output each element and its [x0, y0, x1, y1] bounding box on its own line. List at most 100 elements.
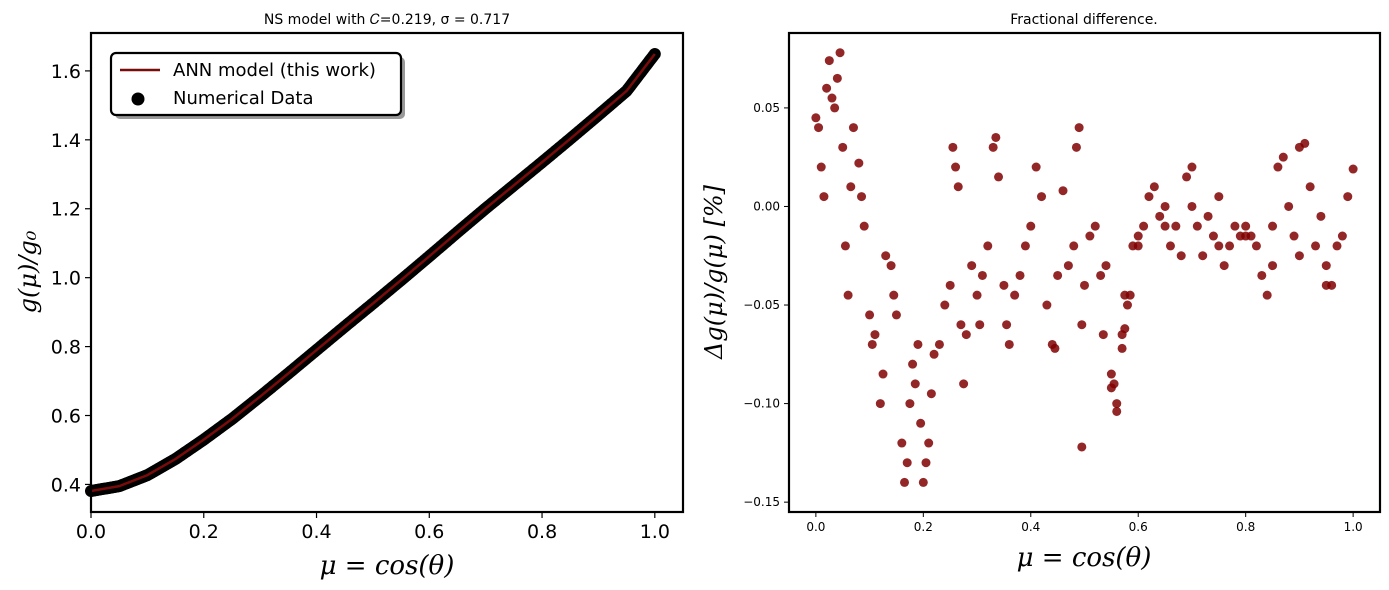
difference-point [934, 339, 944, 349]
difference-point [1241, 221, 1251, 231]
difference-point [1289, 231, 1299, 241]
right-y-tick-label: −0.05 [743, 298, 780, 312]
left-x-tick-label: 1.0 [640, 521, 670, 543]
left-y-axis-label: g(μ)/g₀ [14, 230, 42, 313]
difference-point [956, 320, 966, 330]
difference-point [1305, 182, 1315, 192]
difference-point [1026, 221, 1036, 231]
left-y-tick-label: 1.4 [51, 130, 81, 152]
difference-point [878, 369, 888, 379]
difference-point [867, 339, 877, 349]
difference-point [1112, 399, 1122, 409]
difference-point [900, 477, 910, 487]
difference-point [1187, 201, 1197, 211]
difference-point [1106, 369, 1116, 379]
right-y-tick-label: −0.10 [743, 397, 780, 411]
difference-point [1122, 300, 1132, 310]
difference-point [908, 359, 918, 369]
right-x-axis-label: μ = cos(θ) [1017, 543, 1152, 573]
left-y-tick-label: 0.8 [51, 337, 81, 359]
difference-point [910, 379, 920, 389]
difference-point [1332, 241, 1342, 251]
difference-point [1311, 241, 1321, 251]
difference-point [1096, 270, 1106, 280]
difference-point [865, 310, 875, 320]
difference-point [1284, 201, 1294, 211]
difference-point [1343, 192, 1353, 202]
difference-point [1321, 261, 1331, 271]
difference-point [827, 93, 837, 103]
difference-point [846, 182, 856, 192]
difference-point [929, 349, 939, 359]
right-axes-ticks: 0.0 0.2 0.4 0.6 0.8 1.0 −0.15 −0.10 −0.05 0.00 0.0… [743, 101, 1362, 534]
difference-point [1257, 270, 1267, 280]
difference-point [814, 123, 824, 133]
difference-point [897, 438, 907, 448]
difference-point [824, 56, 834, 66]
difference-point [843, 290, 853, 300]
difference-point [1071, 142, 1081, 152]
difference-point [1165, 241, 1175, 251]
legend: ANN model (this work) Numerical Data [109, 51, 405, 119]
difference-point [913, 339, 923, 349]
difference-point [924, 438, 934, 448]
difference-point [1187, 162, 1197, 172]
left-chart-title: NS model with 𝐶=0.219, σ = 0.717 [264, 12, 510, 28]
difference-point [994, 172, 1004, 182]
right-y-axis-label: Δg(μ)/g(μ) [%] [700, 184, 728, 360]
difference-point [961, 330, 971, 340]
difference-point [838, 142, 848, 152]
left-x-tick-label: 0.2 [189, 521, 219, 543]
difference-point [1219, 261, 1229, 271]
difference-point [1058, 186, 1068, 196]
difference-point [953, 182, 963, 192]
difference-point [816, 162, 826, 172]
left-x-tick-label: 0.4 [301, 521, 331, 543]
left-y-tick-label: 1.0 [51, 268, 81, 290]
left-plot-area [85, 48, 661, 497]
difference-point [1002, 320, 1012, 330]
left-x-tick-label: 0.0 [76, 521, 106, 543]
difference-point [1120, 324, 1130, 334]
right-y-tick-label: 0.00 [753, 199, 780, 213]
difference-point [902, 458, 912, 468]
difference-point [991, 132, 1001, 142]
difference-point [1020, 241, 1030, 251]
difference-point [948, 142, 958, 152]
left-x-axis-label: μ = cos(θ) [320, 551, 455, 581]
difference-point [811, 113, 821, 123]
difference-point [1171, 221, 1181, 231]
difference-point [988, 142, 998, 152]
difference-point [999, 280, 1009, 290]
difference-point [859, 221, 869, 231]
difference-point [1106, 383, 1116, 393]
difference-point [840, 241, 850, 251]
legend-line-label: ANN model (this work) [173, 60, 376, 81]
difference-point [945, 280, 955, 290]
difference-point [1294, 251, 1304, 261]
difference-point [1074, 123, 1084, 133]
difference-point [819, 192, 829, 202]
difference-point [870, 330, 880, 340]
difference-point [889, 290, 899, 300]
right-plot-area [811, 48, 1358, 487]
model-line [90, 53, 656, 493]
right-x-tick-label: 0.8 [1236, 520, 1255, 534]
difference-point [875, 399, 885, 409]
difference-point [832, 73, 842, 83]
difference-point [886, 261, 896, 271]
difference-point [1031, 162, 1041, 172]
difference-point [918, 477, 928, 487]
difference-point [1037, 192, 1047, 202]
difference-point [959, 379, 969, 389]
difference-point [1069, 241, 1079, 251]
difference-point [1203, 211, 1213, 221]
right-x-tick-label: 0.6 [1129, 520, 1148, 534]
difference-point [1225, 241, 1235, 251]
left-axes-frame [89, 31, 685, 514]
left-x-tick-label: 0.6 [414, 521, 444, 543]
difference-point [857, 192, 867, 202]
legend-point-label: Numerical Data [173, 88, 314, 109]
difference-point [1117, 343, 1127, 353]
